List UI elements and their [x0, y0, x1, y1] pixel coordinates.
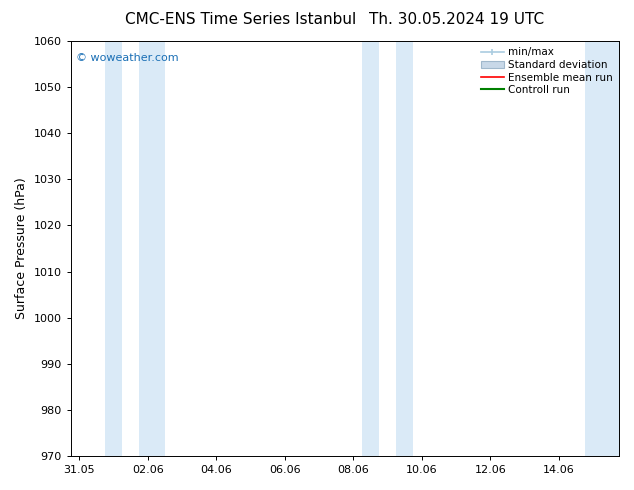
Text: Th. 30.05.2024 19 UTC: Th. 30.05.2024 19 UTC	[369, 12, 544, 27]
Bar	[585, 41, 619, 456]
Text: © woweather.com: © woweather.com	[76, 53, 179, 64]
Text: CMC-ENS Time Series Istanbul: CMC-ENS Time Series Istanbul	[126, 12, 356, 27]
Y-axis label: Surface Pressure (hPa): Surface Pressure (hPa)	[15, 178, 28, 319]
Legend: min/max, Standard deviation, Ensemble mean run, Controll run: min/max, Standard deviation, Ensemble me…	[480, 46, 614, 96]
Bar	[362, 41, 379, 456]
Bar	[139, 41, 165, 456]
Bar	[396, 41, 413, 456]
Bar	[105, 41, 122, 456]
